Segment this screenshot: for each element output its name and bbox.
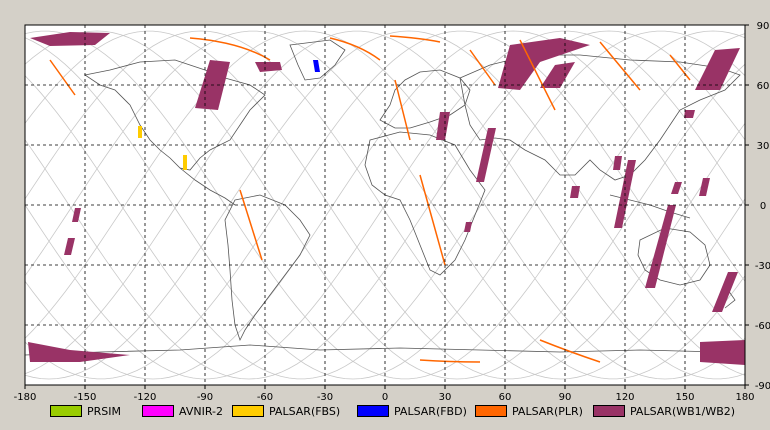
swath-plr-8 bbox=[669, 54, 691, 81]
legend-swatch bbox=[232, 405, 264, 417]
swath-wb-arctic-west bbox=[30, 32, 110, 46]
swath-wb-pacific-se-1 bbox=[72, 208, 81, 222]
legend-item: PRSIM bbox=[50, 404, 121, 418]
legend-item: PALSAR(FBD) bbox=[357, 404, 467, 418]
swath-wb-antarctic-west bbox=[28, 342, 130, 362]
lon-tick-label: 30 bbox=[439, 392, 452, 403]
lon-tick-label: 90 bbox=[559, 392, 572, 403]
swath-plr-2 bbox=[189, 37, 271, 61]
swath-wb-indian bbox=[684, 110, 695, 118]
legend-swatch bbox=[50, 405, 82, 417]
lat-tick-label: 60 bbox=[757, 81, 770, 92]
swath-wb-china bbox=[613, 156, 622, 170]
swath-wb-pacific-nw bbox=[699, 178, 710, 196]
legend-item: PALSAR(WB1/WB2) bbox=[593, 404, 735, 418]
lon-tick-label: 0 bbox=[382, 392, 388, 403]
swath-wb-antarctic-east bbox=[700, 340, 745, 365]
swath-fbs-2 bbox=[183, 155, 187, 170]
swath-plr-5 bbox=[469, 49, 496, 86]
lon-tick-label: -120 bbox=[134, 392, 157, 403]
swath-wb-nz bbox=[712, 272, 738, 312]
coastline-antarctica bbox=[24, 344, 746, 356]
swath-wb-europe bbox=[436, 112, 450, 140]
swath-wb-kamchatka bbox=[695, 48, 740, 90]
coastline-africa bbox=[364, 131, 486, 276]
lon-tick-label: -150 bbox=[74, 392, 97, 403]
swath-wb-arctic-east bbox=[498, 38, 590, 90]
legend-item: PALSAR(PLR) bbox=[475, 404, 583, 418]
swath-plr-4 bbox=[389, 35, 441, 43]
legend-swatch bbox=[475, 405, 507, 417]
coastline-australia bbox=[637, 227, 711, 286]
coastline-new-zealand bbox=[724, 289, 736, 309]
lat-tick-label: -90 bbox=[755, 381, 770, 392]
lat-tick-label: 90 bbox=[757, 21, 770, 32]
lon-tick-label: -90 bbox=[197, 392, 213, 403]
legend: PRSIM AVNIR-2 PALSAR(FBS) PALSAR(FBD) PALSAR… bbox=[0, 398, 770, 422]
lon-tick-label: -180 bbox=[14, 392, 37, 403]
legend-swatch bbox=[593, 405, 625, 417]
lon-tick-label: 150 bbox=[675, 392, 694, 403]
coastline-south-america bbox=[224, 194, 311, 342]
legend-item: PALSAR(FBS) bbox=[232, 404, 340, 418]
lat-tick-label: -30 bbox=[755, 261, 770, 272]
longitude-tick-labels: -180 -150 -120 -90 -60 -30 0 30 60 90 120 150 180 bbox=[14, 385, 755, 403]
legend-label: PALSAR(WB1/WB2) bbox=[630, 404, 736, 418]
legend-label: PALSAR(FBD) bbox=[394, 404, 467, 418]
lat-tick-label: 0 bbox=[760, 201, 766, 212]
swath-plr-7 bbox=[599, 41, 641, 91]
coastline-greenland bbox=[289, 39, 346, 81]
swath-wb-india bbox=[570, 186, 580, 198]
coastline-asia bbox=[459, 54, 741, 181]
swath-plr-12 bbox=[539, 339, 601, 363]
legend-label: PALSAR(PLR) bbox=[512, 404, 583, 418]
legend-label: PALSAR(FBS) bbox=[269, 404, 341, 418]
swath-wb-canada bbox=[255, 62, 282, 72]
swath-fbs-1 bbox=[138, 126, 142, 138]
coastline-central-america bbox=[179, 167, 236, 206]
lon-tick-label: -30 bbox=[317, 392, 333, 403]
swath-plr-3 bbox=[329, 37, 381, 61]
legend-item: AVNIR-2 bbox=[142, 404, 223, 418]
swath-plr-13 bbox=[419, 359, 481, 363]
legend-label: AVNIR-2 bbox=[179, 404, 223, 418]
swath-fbd-1 bbox=[313, 60, 320, 72]
lat-tick-label: 30 bbox=[757, 141, 770, 152]
lon-tick-label: 120 bbox=[615, 392, 634, 403]
legend-label: PRSIM bbox=[87, 404, 121, 418]
swath-plr-9 bbox=[419, 174, 446, 266]
swath-plr-6 bbox=[519, 39, 556, 111]
coverage-swaths bbox=[28, 32, 745, 365]
swath-wb-philippines bbox=[671, 182, 682, 194]
swath-plr-10 bbox=[239, 189, 263, 261]
swath-wb-arabia bbox=[476, 128, 496, 182]
swath-plr-11 bbox=[394, 79, 411, 141]
swath-wb-siberia bbox=[540, 62, 575, 88]
swath-plr-1 bbox=[49, 59, 76, 96]
legend-swatch bbox=[357, 405, 389, 417]
legend-swatch bbox=[142, 405, 174, 417]
latitude-tick-labels: 90 60 30 0 -30 -60 -90 bbox=[745, 21, 770, 392]
swath-wb-australia bbox=[645, 205, 676, 288]
coastline-north-america bbox=[83, 59, 266, 171]
lon-tick-label: 60 bbox=[499, 392, 512, 403]
grid-lines bbox=[25, 25, 745, 385]
lat-tick-label: -60 bbox=[755, 321, 770, 332]
lon-tick-label: -60 bbox=[257, 392, 273, 403]
swath-wb-madagascar bbox=[464, 222, 472, 232]
swath-wb-pacific-se-2 bbox=[64, 238, 75, 255]
lon-tick-label: 180 bbox=[735, 392, 754, 403]
